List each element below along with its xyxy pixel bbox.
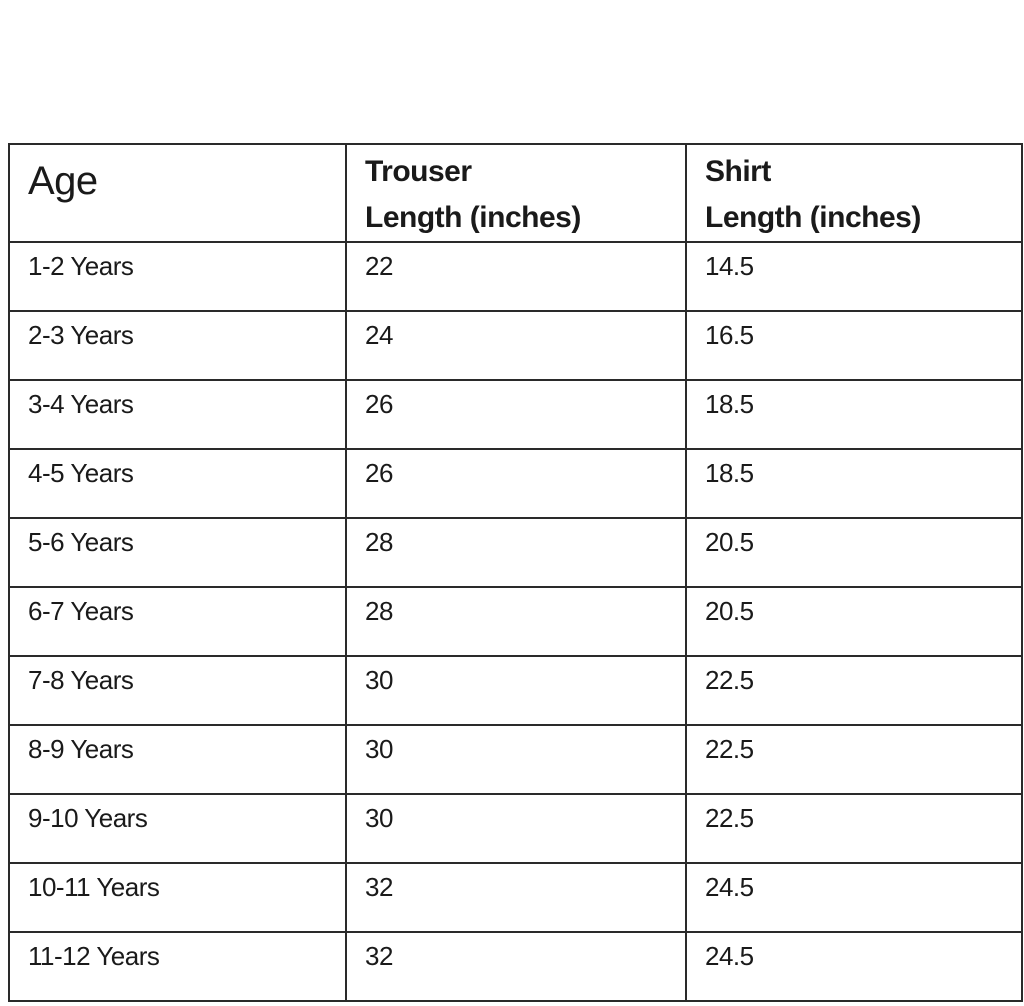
table-row: 6-7 Years 28 20.5 <box>8 586 1023 657</box>
shirt-length-cell: 18.5 <box>685 448 1023 519</box>
shirt-length-cell: 14.5 <box>685 241 1023 312</box>
age-cell: 3-4 Years <box>8 379 347 450</box>
table-row: 11-12 Years 32 24.5 <box>8 931 1023 1002</box>
table-row: 7-8 Years 30 22.5 <box>8 655 1023 726</box>
table-row: 5-6 Years 28 20.5 <box>8 517 1023 588</box>
shirt-length-cell: 20.5 <box>685 586 1023 657</box>
age-cell: 2-3 Years <box>8 310 347 381</box>
table-row: 4-5 Years 26 18.5 <box>8 448 1023 519</box>
age-cell: 1-2 Years <box>8 241 347 312</box>
trouser-length-cell: 26 <box>345 379 687 450</box>
header-line2: Length (inches) <box>365 201 581 234</box>
header-line2: Length (inches) <box>705 201 921 234</box>
trouser-length-cell: 32 <box>345 862 687 933</box>
shirt-length-cell: 20.5 <box>685 517 1023 588</box>
trouser-length-cell: 30 <box>345 724 687 795</box>
age-cell: 5-6 Years <box>8 517 347 588</box>
header-trouser-length: Trouser Length (inches) <box>345 143 687 243</box>
trouser-length-cell: 28 <box>345 517 687 588</box>
age-cell: 10-11 Years <box>8 862 347 933</box>
header-age-label: Age <box>28 159 98 203</box>
trouser-length-cell: 22 <box>345 241 687 312</box>
size-chart-table: Age Trouser Length (inches) Shirt Length (… <box>8 143 1023 1002</box>
header-age: Age <box>8 143 347 243</box>
trouser-length-cell: 32 <box>345 931 687 1002</box>
header-shirt-length: Shirt Length (inches) <box>685 143 1023 243</box>
table-row: 9-10 Years 30 22.5 <box>8 793 1023 864</box>
shirt-length-cell: 22.5 <box>685 793 1023 864</box>
shirt-length-cell: 16.5 <box>685 310 1023 381</box>
age-cell: 11-12 Years <box>8 931 347 1002</box>
table-row: 1-2 Years 22 14.5 <box>8 241 1023 312</box>
age-cell: 4-5 Years <box>8 448 347 519</box>
table-row: 2-3 Years 24 16.5 <box>8 310 1023 381</box>
shirt-length-cell: 18.5 <box>685 379 1023 450</box>
shirt-length-cell: 22.5 <box>685 724 1023 795</box>
shirt-length-cell: 22.5 <box>685 655 1023 726</box>
trouser-length-cell: 28 <box>345 586 687 657</box>
table-row: 8-9 Years 30 22.5 <box>8 724 1023 795</box>
header-row: Age Trouser Length (inches) Shirt Length (… <box>8 143 1023 243</box>
age-cell: 8-9 Years <box>8 724 347 795</box>
table-row: 3-4 Years 26 18.5 <box>8 379 1023 450</box>
age-cell: 9-10 Years <box>8 793 347 864</box>
header-line1: Trouser <box>365 155 472 188</box>
shirt-length-cell: 24.5 <box>685 862 1023 933</box>
age-cell: 6-7 Years <box>8 586 347 657</box>
shirt-length-cell: 24.5 <box>685 931 1023 1002</box>
trouser-length-cell: 26 <box>345 448 687 519</box>
age-cell: 7-8 Years <box>8 655 347 726</box>
table-row: 10-11 Years 32 24.5 <box>8 862 1023 933</box>
trouser-length-cell: 24 <box>345 310 687 381</box>
header-line1: Shirt <box>705 155 771 188</box>
trouser-length-cell: 30 <box>345 655 687 726</box>
trouser-length-cell: 30 <box>345 793 687 864</box>
